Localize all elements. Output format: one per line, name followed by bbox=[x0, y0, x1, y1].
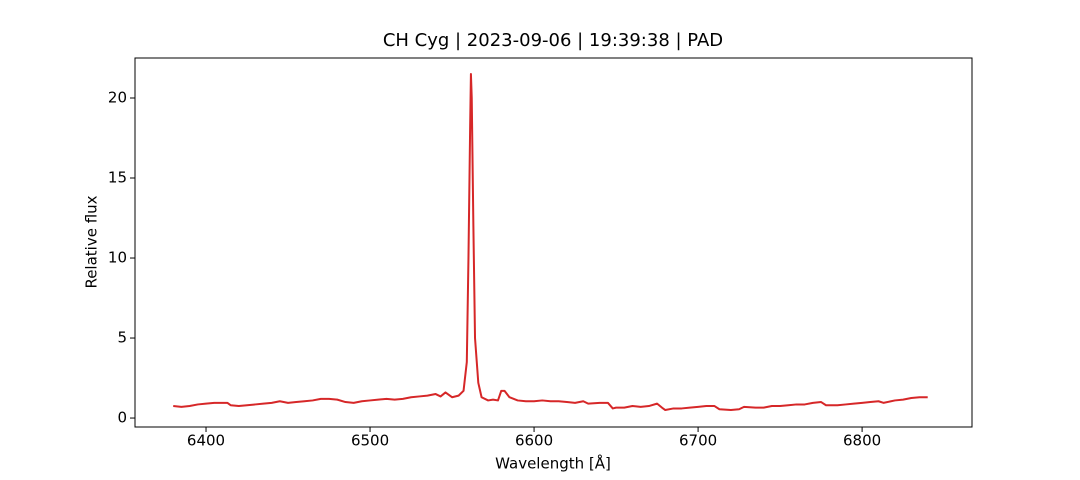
y-tick-label: 0 bbox=[117, 409, 127, 427]
x-tick-label: 6800 bbox=[843, 432, 881, 450]
x-tick-label: 6700 bbox=[679, 432, 717, 450]
y-tick-label: 20 bbox=[108, 89, 127, 107]
y-axis-label: Relative flux bbox=[83, 195, 101, 288]
y-tick-label: 10 bbox=[108, 249, 127, 267]
y-tick-label: 5 bbox=[117, 329, 127, 347]
plot-frame bbox=[134, 57, 973, 428]
x-axis-label: Wavelength [Å] bbox=[495, 454, 611, 473]
x-tick-label: 6500 bbox=[351, 432, 389, 450]
spectrum-line bbox=[173, 73, 928, 412]
chart-title: CH Cyg | 2023-09-06 | 19:39:38 | PAD bbox=[383, 30, 723, 51]
y-tick-label: 15 bbox=[108, 169, 127, 187]
x-tick-label: 6600 bbox=[515, 432, 553, 450]
x-tick-label: 6400 bbox=[187, 432, 225, 450]
